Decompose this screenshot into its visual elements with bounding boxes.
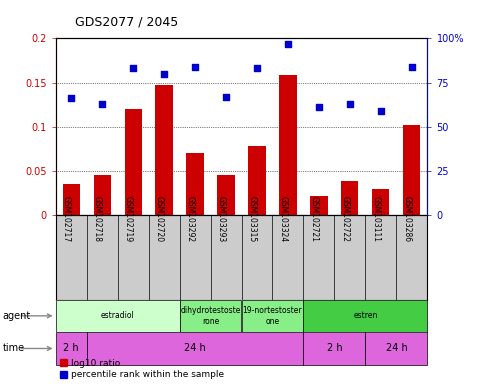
- Bar: [303, 300, 427, 332]
- Bar: [372, 189, 389, 215]
- Point: [67, 95, 75, 101]
- Text: estradiol: estradiol: [100, 311, 134, 320]
- Bar: [280, 76, 297, 215]
- Text: agent: agent: [2, 311, 30, 321]
- Text: GSM102720: GSM102720: [155, 196, 164, 242]
- Text: GSM103292: GSM103292: [186, 196, 195, 242]
- Text: GSM102721: GSM102721: [310, 196, 319, 242]
- Point: [284, 41, 292, 47]
- Text: GSM103293: GSM103293: [217, 196, 226, 242]
- Point: [408, 64, 416, 70]
- Bar: [86, 332, 303, 365]
- Text: GDS2077 / 2045: GDS2077 / 2045: [75, 15, 178, 28]
- Text: 24 h: 24 h: [385, 343, 407, 354]
- Text: GSM102722: GSM102722: [341, 196, 350, 242]
- Bar: [94, 175, 111, 215]
- Text: 24 h: 24 h: [184, 343, 206, 354]
- Bar: [366, 332, 427, 365]
- Bar: [180, 300, 242, 332]
- Text: dihydrotestoste
rone: dihydrotestoste rone: [180, 306, 241, 326]
- Bar: [156, 85, 172, 215]
- Text: GSM102718: GSM102718: [93, 196, 102, 242]
- Bar: [56, 300, 180, 332]
- Bar: [56, 332, 86, 365]
- Bar: [125, 109, 142, 215]
- Bar: [311, 195, 327, 215]
- Bar: [248, 146, 266, 215]
- Bar: [217, 175, 235, 215]
- Bar: [403, 125, 421, 215]
- Text: 19-nortestoster
one: 19-nortestoster one: [242, 306, 302, 326]
- Bar: [341, 182, 358, 215]
- Text: GSM102719: GSM102719: [124, 196, 133, 242]
- Point: [191, 64, 199, 70]
- Bar: [303, 332, 366, 365]
- Text: GSM103111: GSM103111: [372, 196, 381, 242]
- Point: [253, 65, 261, 71]
- Text: GSM103324: GSM103324: [279, 196, 288, 242]
- Text: time: time: [2, 343, 25, 354]
- Text: 2 h: 2 h: [327, 343, 342, 354]
- Point: [98, 101, 106, 107]
- Text: GSM102717: GSM102717: [62, 196, 71, 242]
- Text: GSM103286: GSM103286: [403, 196, 412, 242]
- Text: estren: estren: [353, 311, 378, 320]
- Legend: log10 ratio, percentile rank within the sample: log10 ratio, percentile rank within the …: [60, 359, 224, 379]
- Point: [377, 108, 385, 114]
- Bar: [186, 153, 203, 215]
- Point: [160, 71, 168, 77]
- Point: [129, 65, 137, 71]
- Bar: [242, 300, 303, 332]
- Point: [222, 94, 230, 100]
- Point: [315, 104, 323, 110]
- Text: 2 h: 2 h: [63, 343, 79, 354]
- Bar: [62, 184, 80, 215]
- Text: GSM103315: GSM103315: [248, 196, 257, 242]
- Point: [346, 101, 354, 107]
